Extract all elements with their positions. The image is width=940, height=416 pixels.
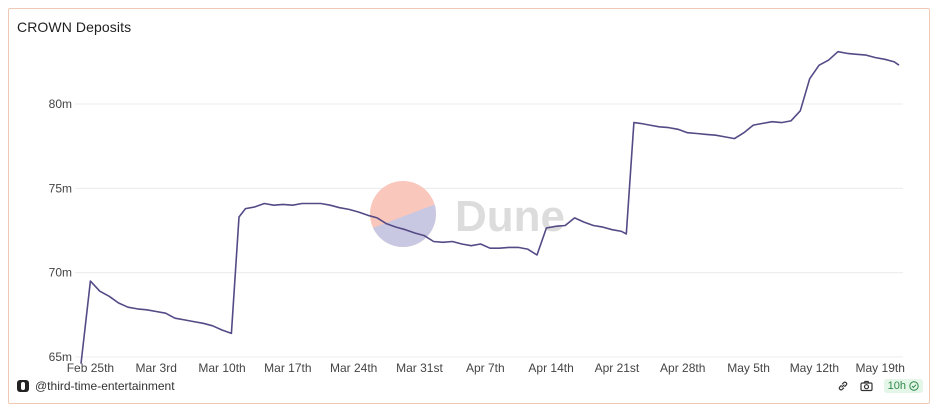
x-axis-labels: Feb 25th Mar 3rd Mar 10th Mar 17th Mar 24th M… xyxy=(67,361,905,375)
y-tick-label: 65m xyxy=(49,350,72,364)
x-tick-label: May 19th xyxy=(856,361,905,375)
x-tick-label: Feb 25th xyxy=(67,361,114,375)
refresh-age-badge[interactable]: 10h xyxy=(883,379,923,393)
x-tick-label: May 5th xyxy=(727,361,770,375)
x-tick-label: Apr 28th xyxy=(660,361,705,375)
x-tick-label: Mar 3rd xyxy=(136,361,177,375)
chart-footer: @third-time-entertainment 10h xyxy=(17,378,923,394)
check-circle-icon xyxy=(909,381,919,391)
chart-card: CROWN Deposits Dune 65m 70m 75m 80m Feb 25t… xyxy=(8,8,930,404)
x-tick-label: Mar 31st xyxy=(396,361,443,375)
dune-watermark: Dune xyxy=(370,181,565,247)
watermark-circle-bottom xyxy=(370,204,436,247)
dune-logo-icon xyxy=(17,380,29,392)
watermark-text: Dune xyxy=(455,192,565,241)
x-tick-label: Mar 24th xyxy=(330,361,377,375)
x-tick-label: Apr 21st xyxy=(595,361,640,375)
author-handle[interactable]: @third-time-entertainment xyxy=(35,379,175,393)
camera-icon[interactable] xyxy=(860,379,874,393)
y-tick-label: 80m xyxy=(49,97,72,111)
grid-lines xyxy=(75,103,903,358)
x-tick-label: May 12th xyxy=(790,361,839,375)
refresh-age-text: 10h xyxy=(887,380,906,392)
link-icon[interactable] xyxy=(836,379,850,393)
y-axis-labels: 65m 70m 75m 80m xyxy=(49,97,72,364)
chart-title: CROWN Deposits xyxy=(17,19,132,35)
y-tick-label: 70m xyxy=(49,266,72,280)
x-tick-label: Apr 7th xyxy=(466,361,505,375)
y-tick-label: 75m xyxy=(49,181,72,195)
series-line xyxy=(80,50,900,364)
line-chart: Dune 65m 70m 75m 80m Feb 25th Mar 3rd Mar 10t… xyxy=(49,50,905,375)
x-tick-label: Mar 17th xyxy=(264,361,311,375)
x-tick-label: Mar 10th xyxy=(198,361,245,375)
x-tick-label: Apr 14th xyxy=(528,361,573,375)
